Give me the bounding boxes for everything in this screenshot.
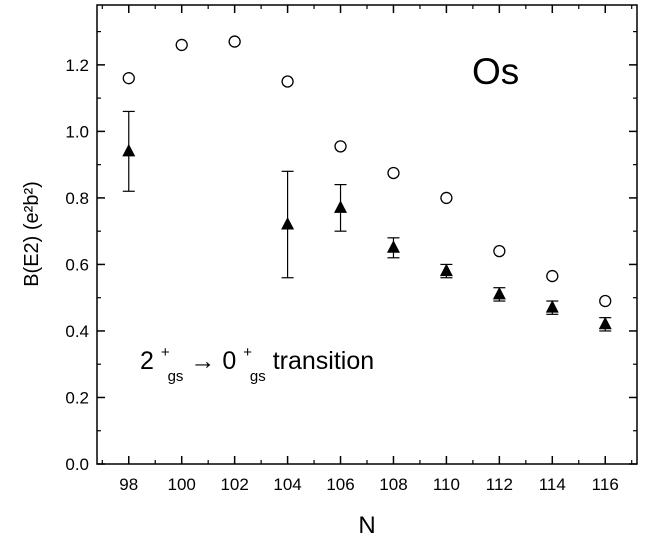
x-tick-label: 102 (220, 475, 248, 494)
triangle-point (439, 263, 453, 277)
transition-initial-parity: + (161, 344, 170, 361)
transition-initial-spin: 2 (140, 347, 154, 375)
triangle-point (545, 300, 559, 313)
y-tick-label: 0.2 (65, 388, 89, 407)
x-tick-label: 110 (433, 475, 460, 494)
transition-arrow-final-spin: → 0 (190, 347, 236, 375)
open-circle-point (228, 35, 241, 48)
y-axis-title: B(E2) (e²b²) (21, 181, 43, 287)
triangle-point (281, 217, 295, 230)
open-circle-series (122, 35, 612, 308)
y-tick-label: 0.6 (65, 255, 89, 274)
open-circle-point (334, 140, 347, 153)
open-circle-point (281, 75, 294, 88)
open-circle-point (546, 269, 559, 283)
triangle-point (334, 200, 348, 213)
x-tick-label: 106 (326, 475, 354, 494)
transition-word: transition (273, 347, 374, 375)
transition-label: 2 + gs → 0 + gs transition (140, 335, 374, 387)
triangle-series (122, 143, 612, 330)
triangle-point (492, 286, 506, 300)
open-circle-point (440, 191, 453, 205)
x-tick-label: 108 (379, 475, 407, 494)
y-tick-label: 1.0 (65, 122, 89, 141)
triangle-point (598, 316, 612, 330)
x-tick-label: 104 (273, 475, 301, 494)
x-axis-title: N (358, 512, 375, 539)
x-tick-label: 112 (486, 475, 513, 494)
x-tick-label: 116 (592, 475, 619, 494)
y-tick-label: 0.8 (65, 189, 89, 208)
open-circle-point (175, 38, 188, 52)
x-tick-label: 98 (119, 475, 138, 494)
x-tick-labels: 98 100 102 104 106 108 110 112 114 116 (119, 475, 618, 494)
open-circle-point (493, 244, 506, 258)
y-tick-label: 0.0 (65, 455, 89, 474)
axis-ticks (97, 5, 637, 465)
transition-final-state: gs (250, 368, 266, 385)
y-tick-label: 0.4 (65, 322, 89, 341)
plot-frame (96, 4, 638, 465)
open-circle-point (387, 166, 400, 180)
open-circle-point (599, 294, 612, 308)
transition-final-parity: + (243, 344, 252, 361)
triangle-point (386, 240, 400, 253)
triangle-point (122, 143, 136, 157)
y-tick-label: 1.2 (65, 56, 89, 75)
error-bars (122, 110, 612, 332)
element-label: Os (472, 51, 519, 92)
y-tick-labels: 0.0 0.2 0.4 0.6 0.8 1.0 1.2 (65, 56, 89, 474)
open-circle-point (122, 72, 135, 85)
transition-initial-state: gs (168, 368, 184, 385)
x-tick-label: 100 (168, 475, 196, 494)
x-tick-label: 114 (539, 475, 566, 494)
